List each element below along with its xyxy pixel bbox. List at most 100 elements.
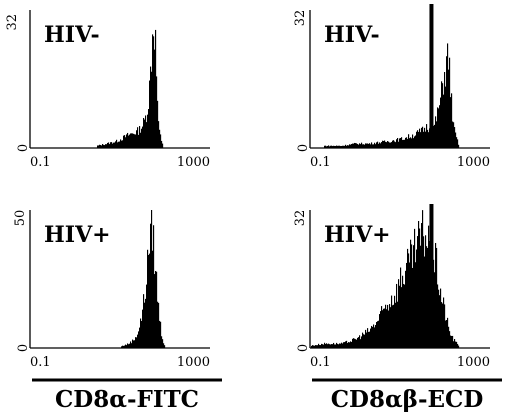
histogram-bar [155,29,157,148]
histogram-bar [147,114,149,148]
histogram-bar [438,108,440,148]
histogram-bar [98,145,100,148]
histogram-bar [359,335,361,348]
histogram-bar [348,145,350,148]
histogram-bar [417,236,419,348]
histogram-bar [337,145,339,148]
histogram-bar [451,335,453,348]
histogram-bar [314,345,316,348]
histogram-bar [142,309,144,348]
histogram-bar [335,145,337,148]
histogram-bar [139,126,141,148]
histogram-bar [332,146,334,148]
histogram-bar [376,142,378,148]
histogram-bar [357,337,359,348]
histogram-bar [344,145,346,148]
y-tick-label-zero: 0 [296,344,311,352]
histogram-bar [138,331,140,348]
histogram-bar [450,97,452,148]
x-tick-label-max: 1000 [177,355,210,370]
histogram-bar [360,144,362,148]
histogram-bar [456,341,458,348]
histogram-bar [405,137,407,148]
histogram-bar [349,144,351,148]
histogram-bar [388,141,390,148]
histogram-bar [136,337,138,348]
histogram-bar [383,308,385,348]
histogram-bar [364,144,366,148]
histogram-bar [129,343,131,348]
histogram-bar [153,225,155,348]
histogram-bar [393,140,395,148]
histogram-panel-bottom-right: HIV+ 32 0 0.1 1000 [293,204,490,370]
histogram-bar [363,144,365,148]
histogram-bar [121,140,123,148]
histogram-bar [349,342,351,348]
histogram-bar [454,127,456,148]
histogram-bar [416,131,418,148]
histogram-bar [370,144,372,148]
histogram-bar [371,142,373,148]
histogram-bar [365,329,367,348]
histogram-bar [153,36,155,148]
histogram-panel-bottom-left: HIV+ 50 0 0.1 1000 [13,210,210,370]
histogram-bar [327,344,329,348]
histogram-bar [336,342,338,348]
histogram-bar [149,253,151,348]
histogram-bar [132,339,134,348]
histogram-bar [380,143,382,148]
histogram-bar [119,141,121,148]
histogram-bar [131,343,133,348]
histogram-bar [129,134,131,148]
axis-title-right: CD8αβ-ECD [331,386,484,413]
x-tick-label-min: 0.1 [30,155,51,170]
x-tick-label-max: 1000 [457,355,490,370]
histogram-bar [440,288,442,348]
y-tick-label-zero: 0 [16,144,31,152]
histogram-bar [438,289,440,348]
histogram-bar [375,144,377,148]
histogram-bar [412,267,414,348]
histogram-bar [433,259,435,348]
histogram-bar [320,345,322,348]
histogram-bar [104,145,106,148]
histogram-bar [387,304,389,348]
histogram-bar [396,139,398,148]
histogram-bar [332,344,334,348]
histogram-bar [452,121,454,148]
histogram-bar [399,138,401,148]
histogram-bar [439,105,441,148]
histogram-bar [379,142,381,148]
histogram-bar [145,298,147,348]
histogram-bar [397,137,399,148]
histogram-bar [162,143,164,148]
histogram-bar [414,228,416,348]
histogram-bar [113,142,115,148]
histogram-bar [334,145,336,148]
histogram-bar [326,343,328,348]
histogram-bar [325,344,327,348]
histogram-bar [436,121,438,148]
histogram-bar [446,56,448,148]
histogram-bar [124,345,126,348]
histogram-bar [380,311,382,348]
histogram-bar [449,331,451,348]
histogram-bar [354,338,356,348]
y-tick-label-zero: 0 [296,144,311,152]
histogram-bar [372,326,374,348]
histogram-bar [376,322,378,348]
histogram-bar [406,262,408,348]
histogram-bar [318,343,320,348]
y-tick-label-max: 32 [293,10,308,27]
histogram-bar [120,139,122,148]
histogram-bar [155,271,157,348]
histogram-bar [356,339,358,348]
histogram-bar [393,304,395,348]
histogram-bar [392,140,394,148]
histogram-bar [412,134,414,148]
histogram-bar [384,308,386,348]
y-tick-label-max: 32 [293,210,308,227]
histogram-bar [378,320,380,348]
histogram-bar [444,304,446,348]
histogram-bar [391,295,393,348]
